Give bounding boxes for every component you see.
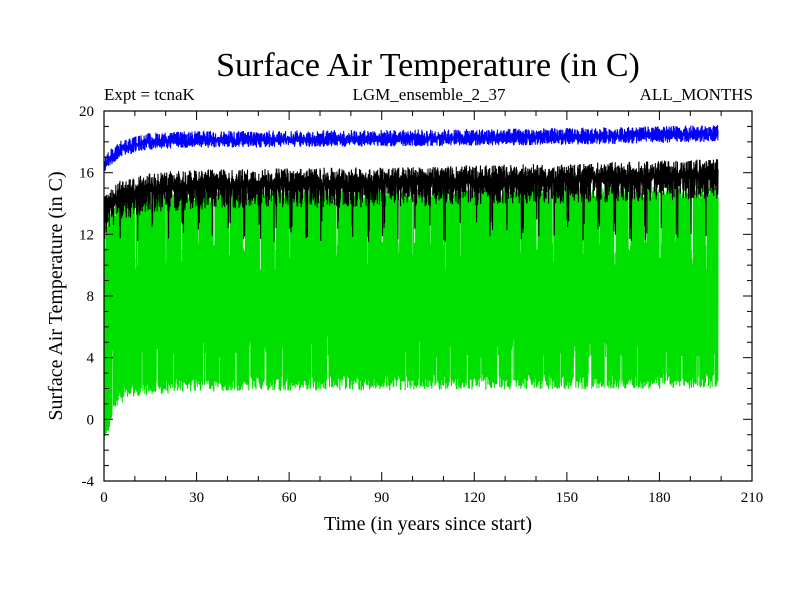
x-tick-label: 180	[648, 490, 671, 506]
x-tick-label: 60	[282, 490, 297, 506]
experiment-label: Expt = tcnaK	[104, 85, 196, 104]
chart-title: Surface Air Temperature (in C)	[216, 47, 640, 84]
x-tick-label: 150	[556, 490, 579, 506]
y-tick-label: 4	[87, 351, 95, 367]
y-axis-label: Surface Air Temperature (in C)	[45, 171, 67, 420]
y-tick-label: -4	[82, 474, 95, 490]
months-label: ALL_MONTHS	[640, 85, 753, 104]
series-layer	[103, 124, 719, 441]
y-tick-label: 20	[79, 104, 94, 120]
series-maximum	[103, 124, 719, 172]
y-tick-label: 0	[87, 412, 95, 428]
y-tick-label: 16	[79, 166, 95, 182]
x-tick-label: 210	[741, 490, 764, 506]
x-tick-label: 30	[189, 490, 204, 506]
axis-ticks: 0 30 60 90 120 150 180 210 -4 0 4 8 12 16 20	[79, 104, 763, 506]
y-tick-label: 12	[79, 227, 94, 243]
x-tick-label: 120	[463, 490, 486, 506]
x-tick-label: 90	[374, 490, 389, 506]
x-tick-label: 0	[100, 490, 108, 506]
series-mean	[103, 159, 719, 242]
ensemble-label: LGM_ensemble_2_37	[353, 85, 506, 104]
series-minimum-monthly-envelope	[103, 185, 719, 441]
x-axis-label: Time (in years since start)	[324, 513, 532, 535]
y-tick-label: 8	[87, 289, 95, 305]
